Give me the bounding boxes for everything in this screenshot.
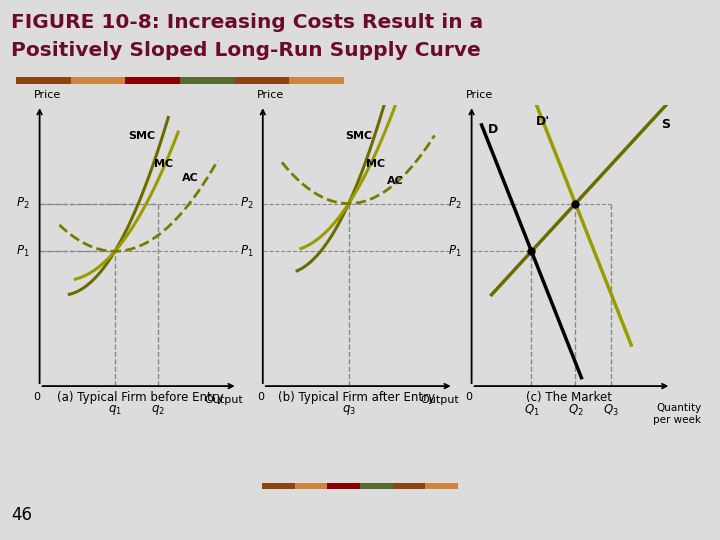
Bar: [392, 483, 426, 489]
Bar: [71, 77, 125, 84]
Bar: [125, 77, 180, 84]
Bar: [262, 483, 294, 489]
Text: $q_2$: $q_2$: [151, 403, 166, 417]
Text: Output: Output: [420, 395, 459, 404]
Text: AC: AC: [387, 176, 404, 186]
Text: FIGURE 10-8: Increasing Costs Result in a: FIGURE 10-8: Increasing Costs Result in …: [11, 14, 483, 32]
Bar: [360, 483, 392, 489]
Text: D: D: [487, 123, 498, 137]
Text: Price: Price: [466, 90, 493, 100]
Bar: [426, 483, 458, 489]
Text: $q_1$: $q_1$: [108, 403, 122, 417]
Text: $P_2$: $P_2$: [240, 196, 253, 211]
Bar: [289, 77, 343, 84]
Text: 0: 0: [466, 392, 472, 402]
Text: $P_1$: $P_1$: [240, 244, 253, 259]
Text: MC: MC: [155, 159, 174, 169]
Text: Price: Price: [257, 90, 284, 100]
Text: S: S: [661, 118, 670, 131]
Text: $Q_1$: $Q_1$: [523, 403, 539, 418]
Text: SMC: SMC: [345, 131, 372, 141]
Text: Price: Price: [34, 90, 61, 100]
Text: 0: 0: [34, 392, 40, 402]
Text: $Q_2$: $Q_2$: [567, 403, 583, 418]
Text: Positively Sloped Long-Run Supply Curve: Positively Sloped Long-Run Supply Curve: [11, 40, 480, 59]
Text: SMC: SMC: [129, 131, 156, 141]
Text: (c) The Market: (c) The Market: [526, 392, 612, 404]
Bar: [180, 77, 235, 84]
Text: (b) Typical Firm after Entry: (b) Typical Firm after Entry: [278, 392, 435, 404]
Bar: [17, 77, 71, 84]
Text: (a) Typical Firm before Entry: (a) Typical Firm before Entry: [57, 392, 224, 404]
Text: $P_1$: $P_1$: [448, 244, 462, 259]
Text: MC: MC: [366, 159, 385, 169]
Text: 46: 46: [11, 506, 32, 524]
Text: $Q_3$: $Q_3$: [603, 403, 619, 418]
Text: Output: Output: [204, 395, 243, 404]
Bar: [328, 483, 360, 489]
Text: $q_3$: $q_3$: [342, 403, 356, 417]
Text: 0: 0: [257, 392, 264, 402]
Text: Quantity
per week: Quantity per week: [653, 403, 701, 424]
Bar: [235, 77, 289, 84]
Bar: [294, 483, 328, 489]
Text: $P_2$: $P_2$: [16, 196, 30, 211]
Text: $P_1$: $P_1$: [16, 244, 30, 259]
Text: $P_2$: $P_2$: [448, 196, 462, 211]
Text: D': D': [536, 115, 550, 128]
Text: AC: AC: [182, 173, 199, 183]
